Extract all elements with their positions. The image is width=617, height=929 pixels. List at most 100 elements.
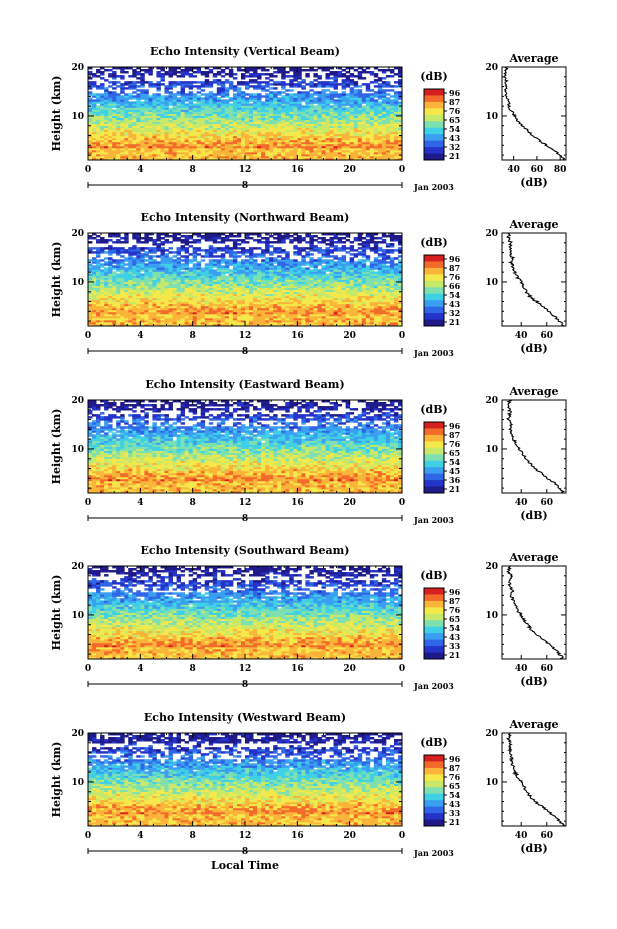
heatmap-cell [188, 131, 194, 135]
heatmap-cell [160, 289, 165, 293]
heatmap-cell [245, 81, 250, 84]
heatmap-cell [224, 283, 230, 286]
heatmap-cell [313, 299, 318, 303]
heatmap-cell [397, 135, 403, 139]
heatmap-cell [212, 107, 218, 110]
heatmap-cell [329, 149, 334, 153]
heatmap-cell [381, 121, 387, 125]
heatmap-cell [196, 147, 202, 151]
heatmap-cell [184, 315, 190, 319]
heatmap-cell [385, 143, 391, 147]
heatmap-cell [353, 133, 359, 137]
heatmap-cell [297, 151, 302, 155]
heatmap-cell [329, 127, 334, 131]
heatmap-cell [301, 311, 306, 315]
heatmap-cell [381, 117, 387, 120]
heatmap-cell [277, 71, 282, 74]
colorbar-segment [424, 114, 444, 119]
heatmap-cell [116, 155, 121, 159]
heatmap-cell [212, 115, 218, 118]
heatmap-cell [281, 287, 286, 291]
heatmap-cell [309, 307, 314, 311]
heatmap-cell [285, 283, 290, 286]
heatmap-cell [236, 317, 242, 321]
heatmap-cell [148, 303, 153, 307]
heatmap-cell [277, 103, 282, 106]
heatmap-cell [305, 107, 310, 110]
heatmap-cell [353, 295, 359, 299]
heatmap-cell [104, 101, 109, 104]
heatmap-cell [152, 313, 157, 317]
heatmap-cell [156, 295, 161, 299]
heatmap-cell [108, 283, 113, 286]
heatmap-cell [245, 75, 250, 78]
heatmap-cell [357, 107, 363, 110]
heatmap-cell [104, 97, 109, 100]
heatmap-cell [357, 153, 363, 157]
heatmap-cell [224, 121, 230, 125]
heatmap-cell [333, 107, 338, 110]
heatmap-cell [373, 131, 379, 135]
heatmap-cell [124, 133, 129, 137]
heatmap-cell [249, 283, 254, 286]
heatmap-cell [345, 125, 351, 129]
heatmap-cell [156, 149, 161, 153]
heatmap-cell [325, 313, 330, 317]
heatmap-cell [377, 299, 383, 303]
heatmap-cell [393, 141, 399, 145]
heatmap-cell [333, 145, 338, 149]
heatmap-cell [285, 151, 290, 155]
heatmap-cell [361, 95, 367, 98]
heatmap-cell [281, 123, 286, 127]
heatmap-cell [140, 151, 145, 155]
heatmap-cell [325, 143, 330, 147]
heatmap-cell [216, 153, 222, 157]
heatmap-cell [184, 145, 190, 149]
heatmap-cell [333, 91, 338, 94]
heatmap-cell [96, 107, 101, 110]
heatmap-cell [168, 71, 173, 74]
heatmap-cell [365, 289, 371, 293]
heatmap-cell [289, 103, 294, 106]
heatmap-cell [361, 119, 367, 122]
heatmap-cell [369, 315, 375, 319]
heatmap-cell [265, 131, 270, 135]
heatmap-cell [333, 301, 338, 305]
heatmap-cell [188, 109, 194, 112]
heatmap-cell [357, 121, 363, 125]
heatmap-cell [88, 81, 93, 84]
heatmap-cell [212, 281, 218, 284]
heatmap-cell [160, 103, 165, 106]
heatmap-cell [188, 117, 194, 120]
heatmap-cell [184, 133, 190, 137]
heatmap-cell [369, 309, 375, 313]
heatmap-cell [253, 111, 258, 114]
heatmap-cell [261, 319, 266, 323]
heatmap-cell [208, 299, 214, 303]
heatmap-cell [381, 283, 387, 286]
heatmap-cell [192, 107, 198, 110]
heatmap-cell [369, 127, 375, 131]
heatmap-cell [104, 281, 109, 284]
heatmap-cell [313, 109, 318, 112]
heatmap-cell [120, 83, 125, 86]
heatmap-cell [216, 97, 222, 100]
heatmap-cell [212, 279, 218, 282]
heatmap-cell [309, 303, 314, 307]
heatmap-cell [116, 97, 121, 100]
heatmap-cell [321, 151, 326, 155]
heatmap-cell [345, 139, 351, 143]
heatmap-cell [361, 125, 367, 129]
heatmap-cell [273, 99, 278, 102]
heatmap-cell [100, 135, 105, 139]
heatmap-cell [232, 305, 238, 309]
heatmap-cell [373, 93, 379, 96]
heatmap-cell [345, 317, 351, 321]
heatmap-cell [325, 149, 330, 153]
heatmap-cell [361, 151, 367, 155]
heatmap-cell [301, 313, 306, 317]
heatmap-cell [345, 157, 351, 161]
heatmap-cell [212, 137, 218, 141]
heatmap-cell [297, 313, 302, 317]
heatmap-cell [393, 293, 399, 297]
